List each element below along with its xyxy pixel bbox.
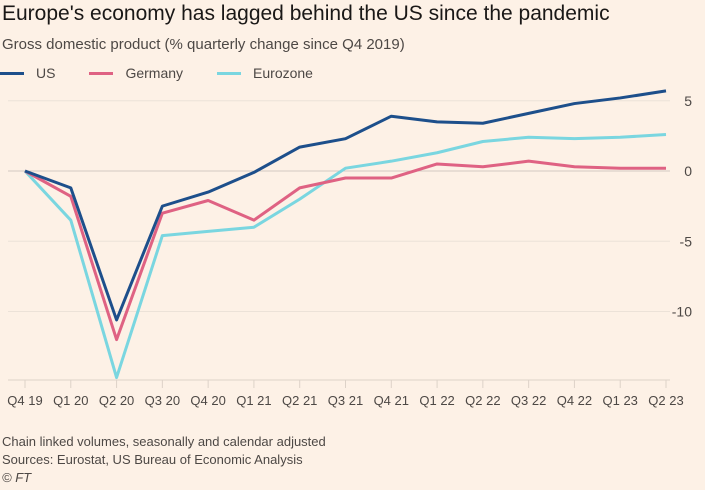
x-tick-label: Q1 21 [236, 393, 271, 408]
y-tick-label: -10 [672, 304, 692, 320]
legend-label: Eurozone [253, 65, 313, 81]
legend: US Germany Eurozone [0, 65, 347, 81]
legend-label: US [36, 65, 56, 81]
x-tick-label: Q2 22 [465, 393, 500, 408]
x-tick-label: Q2 21 [282, 393, 317, 408]
y-tick-label: -5 [680, 233, 693, 249]
series-line-germany [24, 159, 666, 342]
legend-item-us: US [0, 65, 55, 81]
legend-swatch [0, 71, 24, 75]
legend-swatch [217, 71, 242, 75]
legend-item-eurozone: Eurozone [217, 65, 313, 81]
x-tick-label: Q2 20 [99, 393, 134, 408]
series-line-us [24, 89, 667, 322]
footnote: Chain linked volumes, seasonally and cal… [2, 434, 326, 449]
x-tick-label: Q1 22 [419, 393, 454, 408]
chart-title: Europe's economy has lagged behind the U… [2, 2, 610, 25]
chart-subtitle: Gross domestic product (% quarterly chan… [2, 36, 405, 53]
legend-swatch [89, 71, 114, 75]
legend-label: Germany [125, 65, 184, 81]
x-tick-label: Q4 21 [374, 393, 409, 408]
x-tick-label: Q3 22 [511, 393, 546, 408]
y-tick-label: 0 [684, 163, 692, 179]
x-tick-label: Q2 23 [648, 393, 683, 408]
x-tick-label: Q3 20 [145, 393, 180, 408]
x-tick-label: Q1 23 [603, 393, 638, 408]
x-tick-label: Q1 20 [53, 393, 88, 408]
sources: Sources: Eurostat, US Bureau of Economic… [2, 452, 303, 467]
legend-item-germany: Germany [89, 65, 183, 81]
copyright: © FT [2, 470, 32, 485]
y-tick-label: 5 [684, 93, 692, 109]
x-tick-label: Q3 21 [328, 393, 363, 408]
x-tick-label: Q4 20 [190, 393, 225, 408]
x-tick-label: Q4 19 [7, 393, 42, 408]
x-tick-label: Q4 22 [557, 393, 592, 408]
